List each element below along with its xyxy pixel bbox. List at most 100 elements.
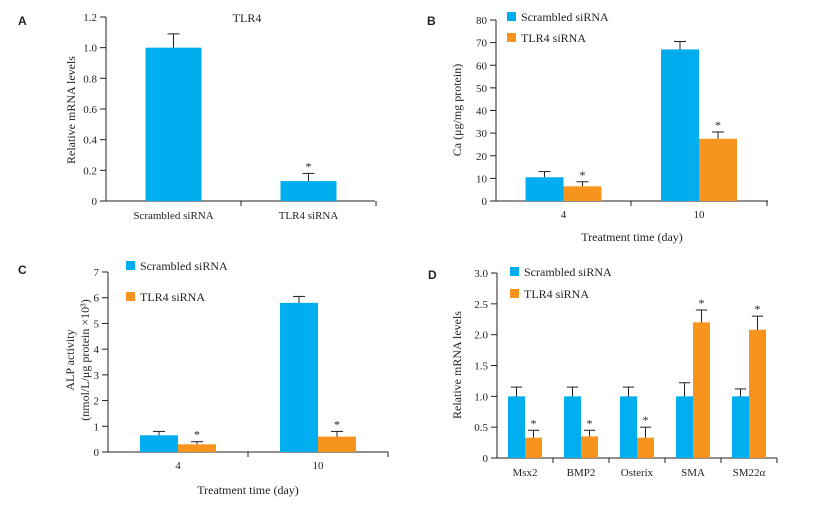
y-tick-label: 50	[476, 83, 488, 95]
y-tick-label: 0.2	[83, 165, 97, 177]
bar	[581, 436, 598, 458]
legend-swatch	[507, 12, 516, 21]
y-axis-title: Relative mRNA levels	[450, 311, 464, 419]
significance-mark: *	[194, 428, 200, 442]
significance-mark: *	[755, 302, 761, 316]
bar	[280, 302, 318, 452]
bar	[563, 186, 602, 201]
y-tick-label: 0.4	[83, 135, 97, 147]
legend-item: Scrambled siRNA	[507, 10, 609, 24]
x-category-label: SM22α	[733, 467, 766, 479]
bar	[749, 329, 766, 458]
x-axis-title: Treatment time (day)	[197, 483, 299, 497]
y-tick-label: 7	[94, 267, 100, 279]
bar	[637, 437, 654, 458]
panel-letter: A	[18, 14, 27, 28]
x-category-label: Msx2	[512, 467, 537, 479]
bar	[318, 436, 356, 452]
bar	[732, 396, 749, 458]
bar	[140, 435, 178, 452]
y-tick-label: 20	[476, 151, 488, 163]
y-tick-label: 70	[476, 38, 488, 50]
y-tick-label: 80	[476, 15, 488, 27]
x-category-label: 4	[175, 460, 181, 472]
legend-item: Scrambled siRNA	[510, 265, 612, 279]
legend-label: TLR4 siRNA	[521, 31, 586, 45]
chart-panel-d: D 0 0.5 1.0 1.5 2.0 2.5 3.0 Relative mRNA levels…	[428, 265, 778, 479]
significance-mark: *	[715, 118, 721, 132]
significance-mark: *	[643, 413, 649, 427]
y-tick-label: 1.2	[83, 12, 97, 24]
y-tick-label: 0.6	[83, 104, 97, 116]
x-category-label: Scrambled siRNA	[133, 210, 213, 222]
y-tick-label: 1.0	[83, 43, 97, 55]
y-tick-label: 2.0	[474, 330, 488, 342]
x-category-label: TLR4 siRNA	[279, 210, 339, 222]
legend-swatch	[126, 261, 135, 270]
y-axis-title: ALP activity	[63, 329, 77, 390]
panel-letter: D	[428, 268, 437, 282]
bar	[620, 396, 637, 458]
legend-item: Scrambled siRNA	[126, 259, 228, 273]
y-axis-title: Ca (μg/mg protein)	[450, 64, 464, 156]
y-tick-label: 0.5	[474, 422, 488, 434]
bar	[693, 322, 710, 458]
y-tick-label: 10	[476, 173, 488, 185]
y-tick-label: 30	[476, 128, 488, 140]
y-tick-label: 2	[94, 396, 100, 408]
y-tick-label: 3.0	[474, 268, 488, 280]
legend-label: TLR4 siRNA	[140, 290, 205, 304]
y-axis-title: Relative mRNA levels	[64, 56, 78, 164]
y-tick-label: 3	[94, 370, 100, 382]
legend-label: TLR4 siRNA	[524, 287, 589, 301]
panel-letter: B	[427, 14, 436, 28]
bar	[525, 177, 564, 201]
bar	[525, 437, 542, 458]
panel-letter: C	[18, 263, 27, 277]
x-category-label: BMP2	[567, 467, 596, 479]
legend-swatch	[507, 33, 516, 42]
y-tick-label: 0	[482, 196, 488, 208]
chart-panel-c: C 0 1 2 3 4 5 6 7 ALP activity (nmol/L/μg protein …	[18, 259, 389, 497]
significance-mark: *	[699, 296, 705, 310]
x-category-label: SMA	[681, 467, 705, 479]
y-tick-label: 0.8	[83, 73, 97, 85]
y-tick-label: 60	[476, 60, 488, 72]
bar	[508, 396, 525, 458]
y-tick-label: 5	[94, 318, 100, 330]
y-tick-label: 1.0	[474, 391, 488, 403]
legend-swatch	[126, 292, 135, 301]
bar	[699, 138, 737, 201]
bar	[280, 181, 337, 201]
y-tick-label: 0	[94, 447, 100, 459]
y-tick-label: 1.5	[474, 361, 488, 373]
significance-mark: *	[306, 159, 312, 173]
x-category-label: 4	[561, 209, 567, 221]
y-tick-label: 0	[92, 196, 98, 208]
y-tick-label: 1	[94, 421, 100, 433]
bar	[564, 396, 581, 458]
legend-label: Scrambled siRNA	[140, 259, 228, 273]
legend-item: TLR4 siRNA	[510, 287, 589, 301]
x-category-label: 10	[313, 460, 325, 472]
y-axis-title: (nmol/L/μg protein ×10³)	[78, 299, 92, 420]
y-tick-label: 0	[483, 453, 489, 465]
significance-mark: *	[587, 416, 593, 430]
legend-label: Scrambled siRNA	[524, 265, 612, 279]
y-tick-label: 6	[94, 293, 100, 305]
bar	[661, 49, 699, 201]
x-category-label: Osterix	[621, 467, 654, 479]
y-tick-label: 2.5	[474, 299, 488, 311]
bar	[178, 444, 216, 452]
chart-panel-a: A 0 0.2 0.4 0.6 0.8 1.0 1.2 Relative mRNA levels…	[18, 11, 377, 222]
x-axis-title: Treatment time (day)	[581, 230, 683, 244]
legend-label: Scrambled siRNA	[521, 10, 609, 24]
chart-title: TLR4	[233, 11, 262, 25]
y-tick-label: 40	[476, 106, 488, 118]
bar	[676, 396, 693, 458]
chart-panel-b: B 0 10 20 30 40 50 60 70 80 Ca (μg/mg protein) * 4 * 1…	[427, 10, 768, 244]
significance-mark: *	[531, 416, 537, 430]
legend-item: TLR4 siRNA	[507, 31, 586, 45]
legend-swatch	[510, 267, 519, 276]
